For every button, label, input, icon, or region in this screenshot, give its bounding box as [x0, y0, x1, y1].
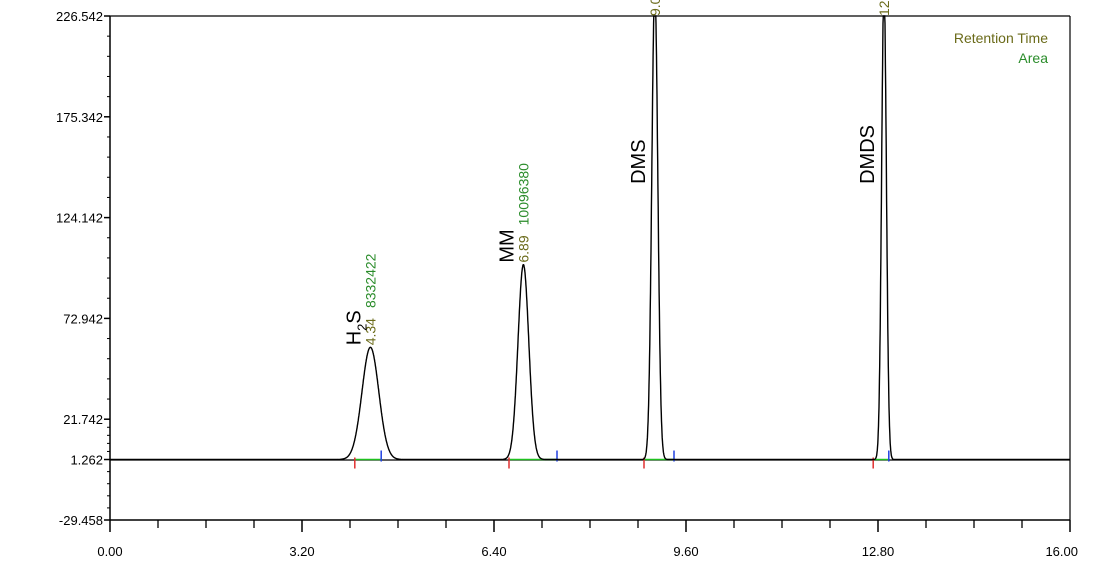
- y-tick-label: 72.942: [63, 311, 103, 326]
- x-tick-label: 0.00: [97, 544, 122, 559]
- peak-retention-time: 9.08: [647, 0, 663, 16]
- x-tick-label: 12.80: [862, 544, 895, 559]
- y-tick-label: 175.342: [56, 110, 103, 125]
- peak-annotation: 4.34 8332422: [362, 253, 378, 345]
- y-tick-label: -29.458: [59, 513, 103, 528]
- y-tick-label: 1.262: [70, 453, 103, 468]
- legend-retention-time: Retention Time: [954, 30, 1048, 46]
- x-tick-label: 9.60: [673, 544, 698, 559]
- peak-name: H2S: [343, 310, 369, 345]
- axes: [109, 15, 1071, 521]
- peak-annotation: 12.9034423634: [876, 0, 892, 16]
- peak-name: DMDS: [857, 125, 879, 184]
- y-tick-label: 124.142: [56, 211, 103, 226]
- legend: Retention Time Area: [954, 30, 1048, 66]
- peak-retention-time: 12.90: [876, 0, 892, 16]
- peak-name: DMS: [628, 139, 650, 183]
- peak-labels: 4.34 8332422 H2S 6.89 10096380 MM 9.0813526078…: [343, 0, 892, 345]
- x-tick-label: 16.00: [1045, 544, 1078, 559]
- peak-retention-time: 4.34: [362, 318, 378, 345]
- x-tick-label: 6.40: [481, 544, 506, 559]
- peak-name: MM: [496, 229, 518, 262]
- peak-area: 10096380: [515, 163, 531, 226]
- y-ticks: 226.542 175.342 124.142 72.942 21.742 1.262 -2…: [56, 9, 110, 528]
- peak-annotation: 6.89 10096380: [515, 163, 531, 263]
- x-ticks: 0.00 3.20 6.40 9.60 12.80 16.00: [97, 520, 1078, 559]
- x-tick-label: 3.20: [289, 544, 314, 559]
- y-tick-label: 21.742: [63, 412, 103, 427]
- peak-annotation: 9.0813526078: [647, 0, 663, 16]
- chromatogram-trace: [110, 15, 1070, 461]
- y-tick-label: 226.542: [56, 9, 103, 24]
- peak-area: 8332422: [362, 253, 378, 308]
- peak-retention-time: 6.89: [515, 235, 531, 262]
- legend-area: Area: [1018, 50, 1048, 66]
